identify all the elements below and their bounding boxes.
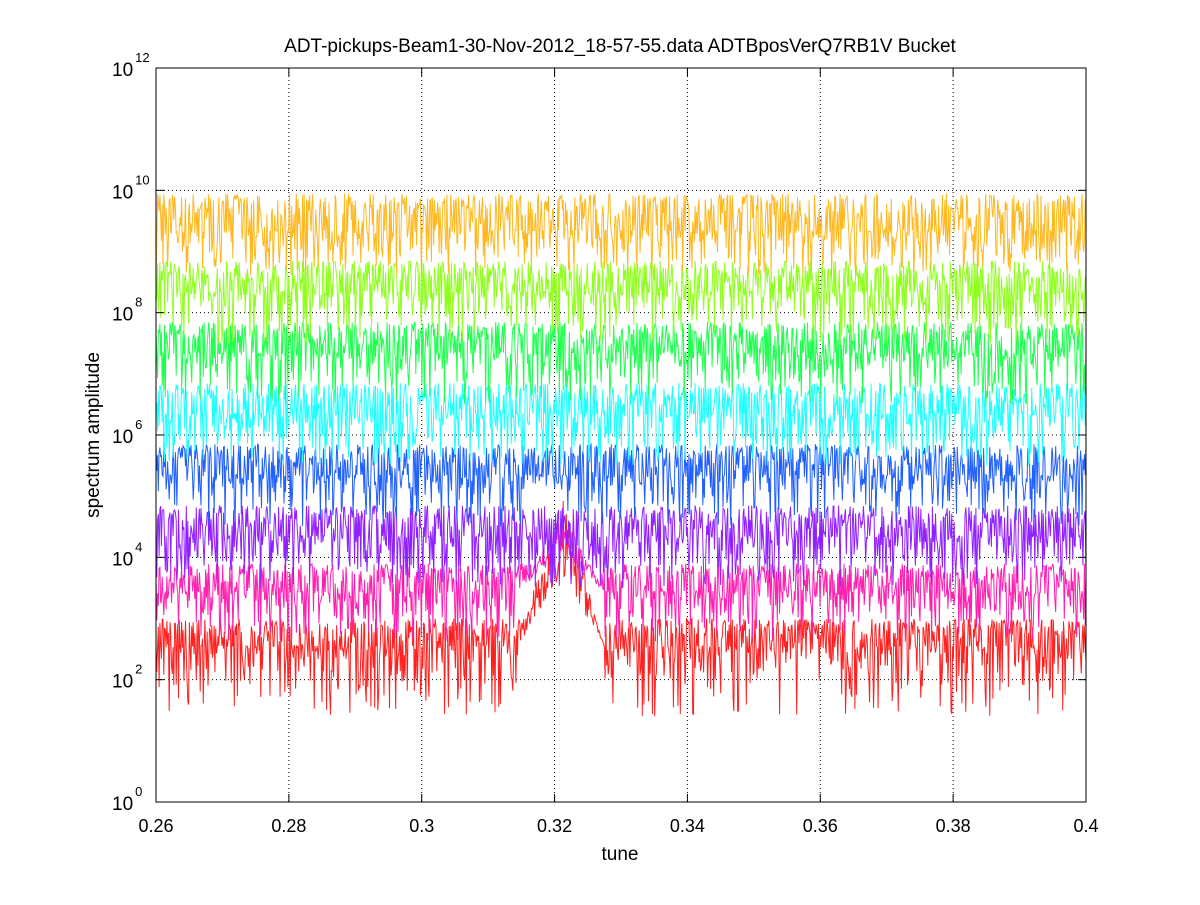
series-line	[155, 518, 1087, 643]
y-tick-label: 108	[112, 295, 142, 326]
x-tick-label: 0.4	[1073, 816, 1098, 836]
x-tick-label: 0.36	[803, 816, 838, 836]
y-tick-label: 100	[112, 784, 142, 815]
x-tick-label: 0.34	[670, 816, 705, 836]
x-tick-label: 0.32	[537, 816, 572, 836]
y-tick-label: 1012	[112, 50, 150, 81]
y-axis-ticks: 100 102 104 106 108 1010 1012	[112, 50, 1086, 815]
y-tick-label: 106	[112, 417, 142, 448]
x-tick-label: 0.38	[936, 816, 971, 836]
series-line	[155, 382, 1087, 467]
x-axis-ticks: 0.26 0.28 0.3 0.32 0.34 0.36 0.38 0.4	[138, 68, 1099, 836]
y-axis-label: spectrum amplitude	[83, 352, 104, 518]
chart-title: ADT-pickups-Beam1-30-Nov-2012_18-57-55.d…	[284, 36, 956, 57]
x-axis-label: tune	[602, 844, 639, 865]
y-tick-label: 104	[112, 539, 142, 570]
y-tick-label: 102	[112, 662, 142, 693]
series-group	[155, 193, 1087, 717]
x-tick-label: 0.28	[271, 816, 306, 836]
x-tick-label: 0.3	[409, 816, 434, 836]
series-line	[155, 442, 1087, 527]
series-line	[155, 321, 1087, 405]
y-tick-label: 1010	[112, 172, 150, 203]
series-line	[155, 193, 1087, 276]
x-tick-label: 0.26	[138, 816, 173, 836]
series-line	[155, 260, 1087, 345]
series-line	[155, 500, 1087, 717]
